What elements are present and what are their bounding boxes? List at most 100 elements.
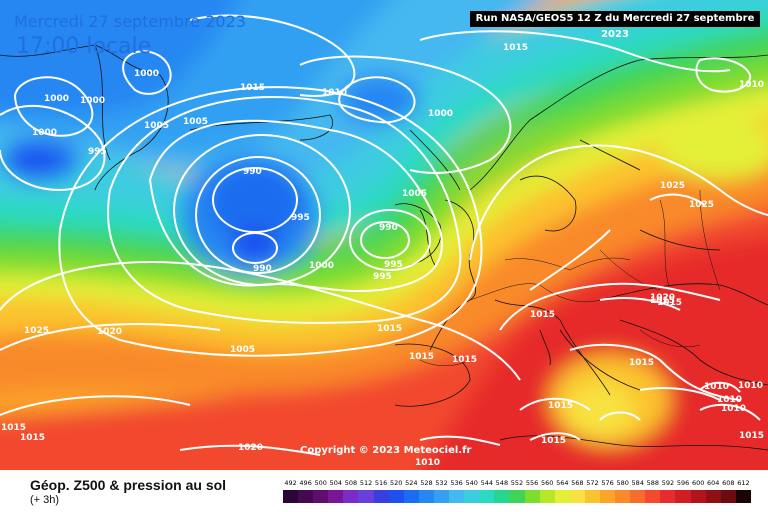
isobar-label: 1005 xyxy=(183,117,208,127)
color-scale-label: 552 xyxy=(510,479,524,487)
color-scale-label: 532 xyxy=(435,479,448,487)
color-scale-swatch xyxy=(524,490,540,503)
color-scale-swatch xyxy=(630,490,646,503)
isobar-label-layer: 1015 1000 1000 1000 1000 1005 1005 1015 … xyxy=(1,43,764,468)
color-scale-swatch xyxy=(283,490,299,503)
isobar-label: 1015 xyxy=(20,433,45,443)
isobar-label: 1000 xyxy=(32,128,57,138)
color-scale-swatch xyxy=(298,490,314,503)
color-scale-label: 548 xyxy=(495,479,509,487)
color-scale-label: 520 xyxy=(390,479,403,487)
color-scale xyxy=(283,490,751,503)
isobar-label: 1005 xyxy=(230,345,255,355)
isobar-label: 1015 xyxy=(629,358,654,368)
isobar-label: 1010 xyxy=(717,395,742,405)
color-scale-swatch xyxy=(599,490,616,503)
color-scale-swatch xyxy=(660,490,676,503)
isobar-label: 1000 xyxy=(134,69,159,79)
isobar-label: 1015 xyxy=(530,310,555,320)
isobar-label: 1010 xyxy=(739,80,764,90)
model-run-info: Run NASA/GEOS5 12 Z du Mercredi 27 septe… xyxy=(470,11,760,40)
color-scale-label: 556 xyxy=(525,479,539,487)
color-scale-label: 564 xyxy=(556,479,569,487)
color-scale-swatch xyxy=(464,490,480,503)
geopotential-map: 1015 1000 1000 1000 1000 1005 1005 1015 … xyxy=(0,0,768,470)
color-scale-label: 584 xyxy=(631,479,644,487)
color-scale-label: 524 xyxy=(405,479,418,487)
color-scale-label: 592 xyxy=(661,479,675,487)
isobar-label: 1015 xyxy=(1,423,26,433)
color-scale-label: 500 xyxy=(314,479,327,487)
isobar-label: 1015 xyxy=(657,298,682,308)
border-layer xyxy=(419,189,721,366)
isobar-label: 1025 xyxy=(689,200,714,210)
color-scale-label: 612 xyxy=(737,479,750,487)
isobar-label: 1025 xyxy=(24,326,49,336)
isobar-label: 1015 xyxy=(452,355,477,365)
color-scale-label: 508 xyxy=(344,479,358,487)
isobar-label: 995 xyxy=(373,272,392,282)
copyright-notice: Copyright © 2023 Meteociel.fr xyxy=(300,445,472,456)
isobar-label: 1020 xyxy=(238,443,263,453)
color-scale-swatch xyxy=(494,490,510,503)
color-scale-label: 492 xyxy=(284,479,297,487)
color-scale-swatch xyxy=(584,490,600,503)
color-scale-swatch xyxy=(705,490,721,503)
color-scale-swatch xyxy=(675,490,691,503)
color-scale-swatch xyxy=(735,490,751,503)
color-scale-swatch xyxy=(313,490,329,503)
isobar-label: 1015 xyxy=(240,83,265,93)
color-scale-swatch xyxy=(388,490,404,503)
isobar-label: 1010 xyxy=(415,458,440,468)
color-scale-swatch xyxy=(358,490,374,503)
isobar-label: 1000 xyxy=(428,109,453,119)
isobar-label: 1015 xyxy=(503,43,528,53)
color-scale-label: 536 xyxy=(450,479,463,487)
isobar-label: 1010 xyxy=(721,404,746,414)
forecast-date: Mercredi 27 septembre 2023 xyxy=(14,12,246,31)
color-scale-swatch xyxy=(509,490,525,503)
isobar-label: 1010 xyxy=(738,381,763,391)
isobar-label: 1010 xyxy=(322,88,347,98)
color-scale-label: 596 xyxy=(676,479,690,487)
color-scale-label: 608 xyxy=(722,479,735,487)
color-scale-label: 528 xyxy=(420,479,433,487)
color-scale-swatch xyxy=(403,490,419,503)
isobar-layer xyxy=(0,14,768,456)
color-scale-swatch xyxy=(539,490,555,503)
isobar-label: 1015 xyxy=(377,324,402,334)
isobar-label: 995 xyxy=(384,260,403,270)
color-scale-label: 540 xyxy=(465,479,478,487)
color-scale-swatch xyxy=(433,490,450,503)
isobar-label: 1000 xyxy=(309,261,334,271)
color-scale-label: 560 xyxy=(540,479,554,487)
legend-bar: Géop. Z500 & pression au sol (+ 3h) 492 4… xyxy=(0,470,768,512)
color-scale-label: 496 xyxy=(299,479,312,487)
color-scale-swatch xyxy=(554,490,570,503)
color-scale-swatch xyxy=(569,490,585,503)
color-scale-swatch xyxy=(373,490,389,503)
color-scale-swatch xyxy=(343,490,359,503)
color-scale-label: 512 xyxy=(359,479,373,487)
isobar-label: 1015 xyxy=(650,296,675,306)
isobar-label: 1000 xyxy=(80,96,105,106)
isobar-label: 1020 xyxy=(650,293,675,303)
color-scale-label: 544 xyxy=(480,479,493,487)
isobar-label: 1020 xyxy=(97,327,122,337)
color-scale-label: 504 xyxy=(329,479,343,487)
color-scale-swatch xyxy=(418,490,434,503)
color-scale-swatch xyxy=(645,490,661,503)
color-scale-label: 600 xyxy=(691,479,705,487)
color-scale-label: 572 xyxy=(586,479,599,487)
isobar-label: 990 xyxy=(253,264,272,274)
color-scale-label: 604 xyxy=(707,479,720,487)
isobar-label: 1015 xyxy=(739,431,764,441)
isobar-label: 1015 xyxy=(409,352,434,362)
isobar-label: 1005 xyxy=(402,189,427,199)
color-scale-labels: 492 496 500 504 508 512 516 520 524 528 532 536 540 5… xyxy=(283,479,751,489)
legend-title: Géop. Z500 & pression au sol xyxy=(30,477,227,493)
color-scale-label: 588 xyxy=(646,479,660,487)
forecast-local-time: 17:00 locale xyxy=(16,34,152,59)
color-scale-swatch xyxy=(690,490,706,503)
